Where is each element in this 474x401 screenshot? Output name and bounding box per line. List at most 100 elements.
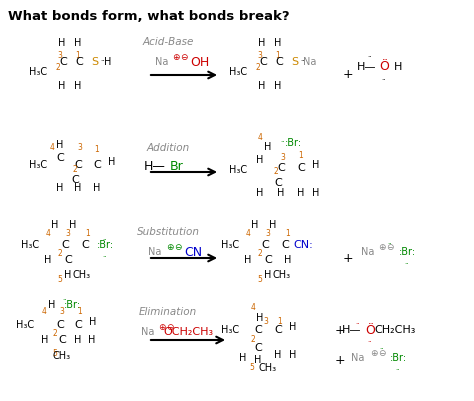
Text: :Br:: :Br: <box>284 138 301 148</box>
Text: C: C <box>58 335 66 345</box>
Text: :Br:: :Br: <box>64 300 81 310</box>
Text: H: H <box>256 313 264 323</box>
Text: 1: 1 <box>275 51 281 59</box>
Text: ⊖: ⊖ <box>180 53 188 63</box>
Text: +: + <box>343 251 353 265</box>
Text: 1: 1 <box>299 152 303 160</box>
Text: 3: 3 <box>57 51 63 59</box>
Text: H: H <box>312 188 319 198</box>
Text: 1: 1 <box>78 308 82 316</box>
Text: CH₃: CH₃ <box>73 270 91 280</box>
Text: H: H <box>258 81 266 91</box>
Text: C: C <box>259 57 267 67</box>
Text: C: C <box>264 255 272 265</box>
Text: ..: .. <box>368 337 372 343</box>
Text: H: H <box>58 81 66 91</box>
Text: H₃C: H₃C <box>29 67 47 77</box>
Text: H₃C: H₃C <box>16 320 34 330</box>
Text: C: C <box>56 153 64 163</box>
Text: H: H <box>289 350 297 360</box>
Text: CN:: CN: <box>293 240 313 250</box>
Text: C: C <box>254 343 262 353</box>
Text: 4: 4 <box>251 304 255 312</box>
Text: ..: .. <box>396 365 400 371</box>
Text: +: + <box>335 324 346 336</box>
Text: H: H <box>104 57 112 67</box>
Text: H—: H— <box>144 160 166 174</box>
Text: 5: 5 <box>57 275 63 284</box>
Text: Na: Na <box>361 247 374 257</box>
Text: Ö: Ö <box>379 61 389 73</box>
Text: CH₃: CH₃ <box>273 270 291 280</box>
Text: CH₃: CH₃ <box>53 351 71 361</box>
Text: C: C <box>297 163 305 173</box>
Text: C: C <box>74 160 82 170</box>
Text: C: C <box>274 178 282 188</box>
Text: H: H <box>269 220 277 230</box>
Text: C: C <box>274 325 282 335</box>
Text: C: C <box>261 240 269 250</box>
Text: 2: 2 <box>58 249 63 257</box>
Text: Na: Na <box>351 353 365 363</box>
Text: H: H <box>44 255 52 265</box>
Text: ⊕: ⊕ <box>378 243 386 253</box>
Text: ..: .. <box>281 137 285 143</box>
Text: H: H <box>274 350 282 360</box>
Text: C: C <box>64 255 72 265</box>
Text: ⊖: ⊖ <box>174 243 182 253</box>
Text: H₃C: H₃C <box>229 165 247 175</box>
Text: 3: 3 <box>264 318 268 326</box>
Text: H: H <box>264 270 272 280</box>
Text: C: C <box>74 320 82 330</box>
Text: Br: Br <box>170 160 184 174</box>
Text: OH: OH <box>191 55 210 69</box>
Text: S: S <box>292 57 299 67</box>
Text: H: H <box>255 355 262 365</box>
Text: 2: 2 <box>251 336 255 344</box>
Text: :Br:: :Br: <box>399 247 416 257</box>
Text: 1: 1 <box>86 229 91 237</box>
Text: Substitution: Substitution <box>137 227 200 237</box>
Text: 1: 1 <box>286 229 291 237</box>
Text: 1: 1 <box>76 51 81 59</box>
Text: ⊖: ⊖ <box>166 324 174 332</box>
Text: ..: .. <box>382 75 386 81</box>
Text: Ö: Ö <box>365 324 375 336</box>
Text: H: H <box>56 140 64 150</box>
Text: H: H <box>109 157 116 167</box>
Text: H: H <box>88 335 96 345</box>
Text: H: H <box>244 255 252 265</box>
Text: 3: 3 <box>265 229 271 237</box>
Text: Na: Na <box>148 247 162 257</box>
Text: H: H <box>74 81 82 91</box>
Text: +: + <box>335 354 346 367</box>
Text: ⊖: ⊖ <box>386 243 394 253</box>
Text: ⊖: ⊖ <box>378 350 386 358</box>
Text: H: H <box>289 322 297 332</box>
Text: ⊕: ⊕ <box>158 324 166 332</box>
Text: H: H <box>258 38 266 48</box>
Text: ..: .. <box>356 319 360 325</box>
Text: 5: 5 <box>250 363 255 373</box>
Text: 2: 2 <box>55 63 60 73</box>
Text: +: + <box>343 69 353 81</box>
Text: CH₃: CH₃ <box>259 363 277 373</box>
Text: C: C <box>81 240 89 250</box>
Text: H: H <box>394 62 402 72</box>
Text: ⊕: ⊕ <box>370 350 378 358</box>
Text: H: H <box>64 270 72 280</box>
Text: H₃C: H₃C <box>21 240 39 250</box>
Text: H: H <box>274 81 282 91</box>
Text: H: H <box>74 335 82 345</box>
Text: H: H <box>239 353 246 363</box>
Text: OCH₂CH₃: OCH₂CH₃ <box>163 327 213 337</box>
Text: H: H <box>41 335 49 345</box>
Text: H: H <box>58 38 66 48</box>
Text: :Br:: :Br: <box>390 353 407 363</box>
Text: Addition: Addition <box>146 143 190 153</box>
Text: H—: H— <box>357 62 377 72</box>
Text: C: C <box>277 163 285 173</box>
Text: H: H <box>264 142 272 152</box>
Text: H: H <box>56 183 64 193</box>
Text: 3: 3 <box>281 154 285 162</box>
